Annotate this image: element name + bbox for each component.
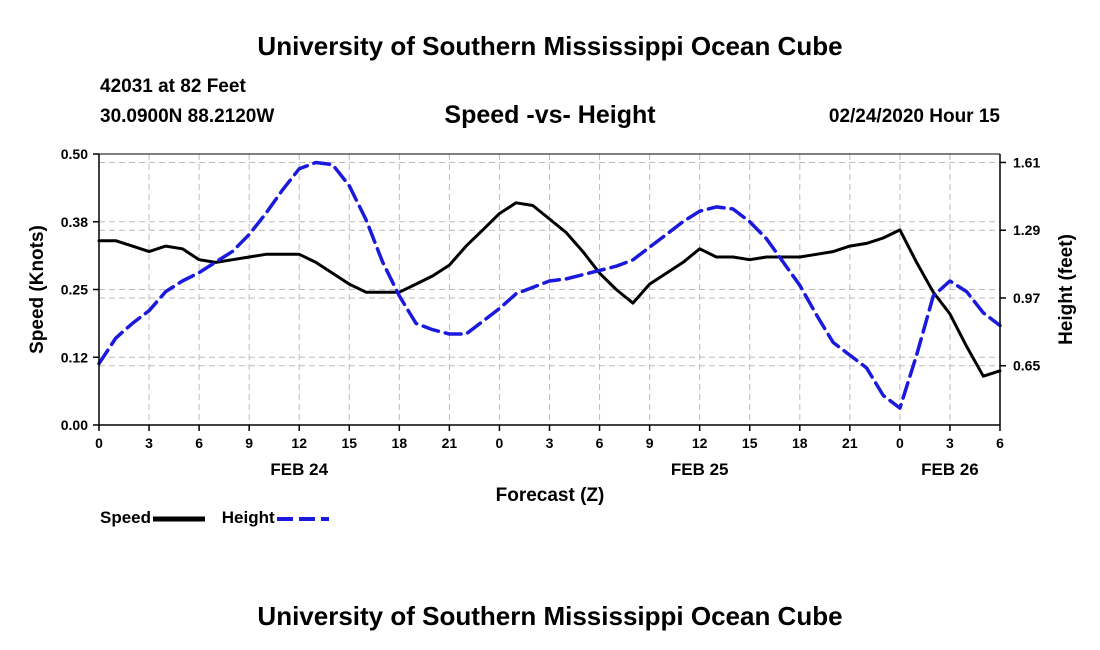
y-left-axis-title: Speed (Knots): [27, 225, 48, 354]
x-tick-label: 3: [946, 435, 954, 451]
x-tick-label: 6: [596, 435, 604, 451]
x-tick-label: 6: [996, 435, 1004, 451]
legend-height-swatch: [276, 516, 329, 521]
x-tick-label: 6: [195, 435, 203, 451]
legend-speed-label: Speed: [100, 508, 152, 527]
chart-legend: Speed Height: [100, 508, 331, 528]
coordinates-label: 30.0900N 88.2120W: [100, 106, 275, 127]
x-tick-label: 12: [291, 435, 307, 451]
x-tick-label: 0: [496, 435, 504, 451]
y-right-tick-label: 1.29: [1013, 222, 1040, 238]
x-tick-label: 15: [742, 435, 758, 451]
datetime-label: 02/24/2020 Hour 15: [828, 106, 1000, 127]
y-left-tick-label: 0.00: [61, 417, 88, 433]
chart-subtitle: Speed -vs- Height: [444, 101, 656, 129]
y-right-tick-label: 1.61: [1013, 154, 1040, 170]
series-line-speed: [97, 201, 1002, 378]
x-tick-label: 12: [692, 435, 708, 451]
x-tick-label: 9: [646, 435, 654, 451]
x-tick-label: 3: [546, 435, 554, 451]
page-title: University of Southern Mississippi Ocean…: [257, 31, 843, 61]
date-label: FEB 25: [671, 460, 729, 479]
x-axis-title: Forecast (Z): [496, 485, 605, 506]
x-tick-label: 18: [392, 435, 408, 451]
series-line-height: [97, 160, 1002, 410]
footer-title: University of Southern Mississippi Ocean…: [257, 601, 843, 631]
y-left-tick-label: 0.12: [61, 349, 88, 365]
x-tick-label: 18: [792, 435, 808, 451]
date-label: FEB 26: [921, 460, 979, 479]
y-right-tick-label: 0.65: [1013, 358, 1040, 374]
x-tick-label: 15: [341, 435, 357, 451]
legend-speed-swatch: [153, 516, 206, 522]
y-left-tick-label: 0.50: [61, 146, 88, 162]
station-label: 42031 at 82 Feet: [100, 76, 246, 97]
y-right-axis-title: Height (feet): [1056, 234, 1077, 345]
x-tick-label: 0: [95, 435, 103, 451]
date-label: FEB 24: [270, 460, 328, 479]
x-tick-label: 0: [896, 435, 904, 451]
x-tick-label: 21: [842, 435, 858, 451]
x-tick-label: 21: [442, 435, 458, 451]
x-tick-label: 9: [245, 435, 253, 451]
x-tick-label: 3: [145, 435, 153, 451]
y-right-tick-label: 0.97: [1013, 290, 1040, 306]
y-left-tick-label: 0.38: [61, 214, 88, 230]
y-left-tick-label: 0.25: [61, 282, 88, 298]
legend-height-label: Height: [221, 508, 275, 527]
